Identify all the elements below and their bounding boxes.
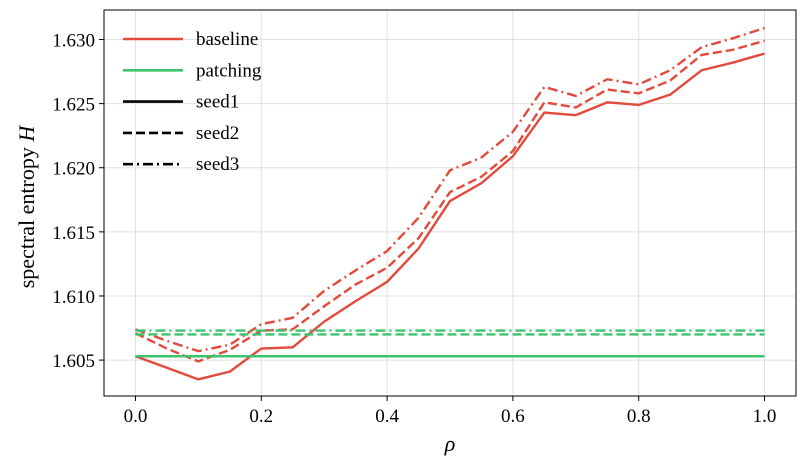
- legend-label-baseline: baseline: [196, 29, 258, 50]
- y-tick-label: 1.605: [52, 351, 95, 372]
- y-tick-label: 1.625: [52, 95, 95, 116]
- series-line-baseline-seed3: [135, 26, 765, 353]
- y-axis-label: spectral entropy H: [14, 125, 39, 289]
- x-tick-label: 0.6: [501, 406, 525, 427]
- legend: baseline patching seed1 seed2 seed3: [123, 29, 262, 175]
- legend-label-seed3: seed3: [196, 154, 239, 175]
- y-tick-label: 1.630: [52, 30, 95, 51]
- y-tick-label: 1.620: [52, 159, 95, 180]
- grid: [104, 10, 796, 396]
- x-axis: 0.0 0.2 0.4 0.6 0.8 1.0: [124, 396, 777, 427]
- legend-label-seed1: seed1: [196, 92, 239, 113]
- y-tick-label: 1.615: [52, 223, 95, 244]
- x-tick-label: 0.2: [249, 406, 273, 427]
- series-line-baseline-seed2: [134, 39, 765, 363]
- x-axis-label: ρ: [444, 431, 456, 456]
- series-line-baseline-seed1: [135, 52, 765, 381]
- y-tick-label: 1.610: [52, 287, 95, 308]
- y-axis: 1.605 1.610 1.615 1.620 1.625 1.630: [52, 30, 104, 372]
- plot-frame: [103, 9, 797, 397]
- legend-label-patching: patching: [196, 60, 262, 81]
- x-tick-label: 0.8: [627, 406, 651, 427]
- x-tick-label: 1.0: [753, 406, 777, 427]
- y-axis-label-text: spectral entropy: [14, 142, 39, 289]
- series-lines: [134, 26, 765, 381]
- y-axis-label-symbol: H: [14, 125, 39, 143]
- x-tick-label: 0.4: [375, 406, 399, 427]
- x-tick-label: 0.0: [124, 406, 148, 427]
- legend-label-seed2: seed2: [196, 123, 239, 144]
